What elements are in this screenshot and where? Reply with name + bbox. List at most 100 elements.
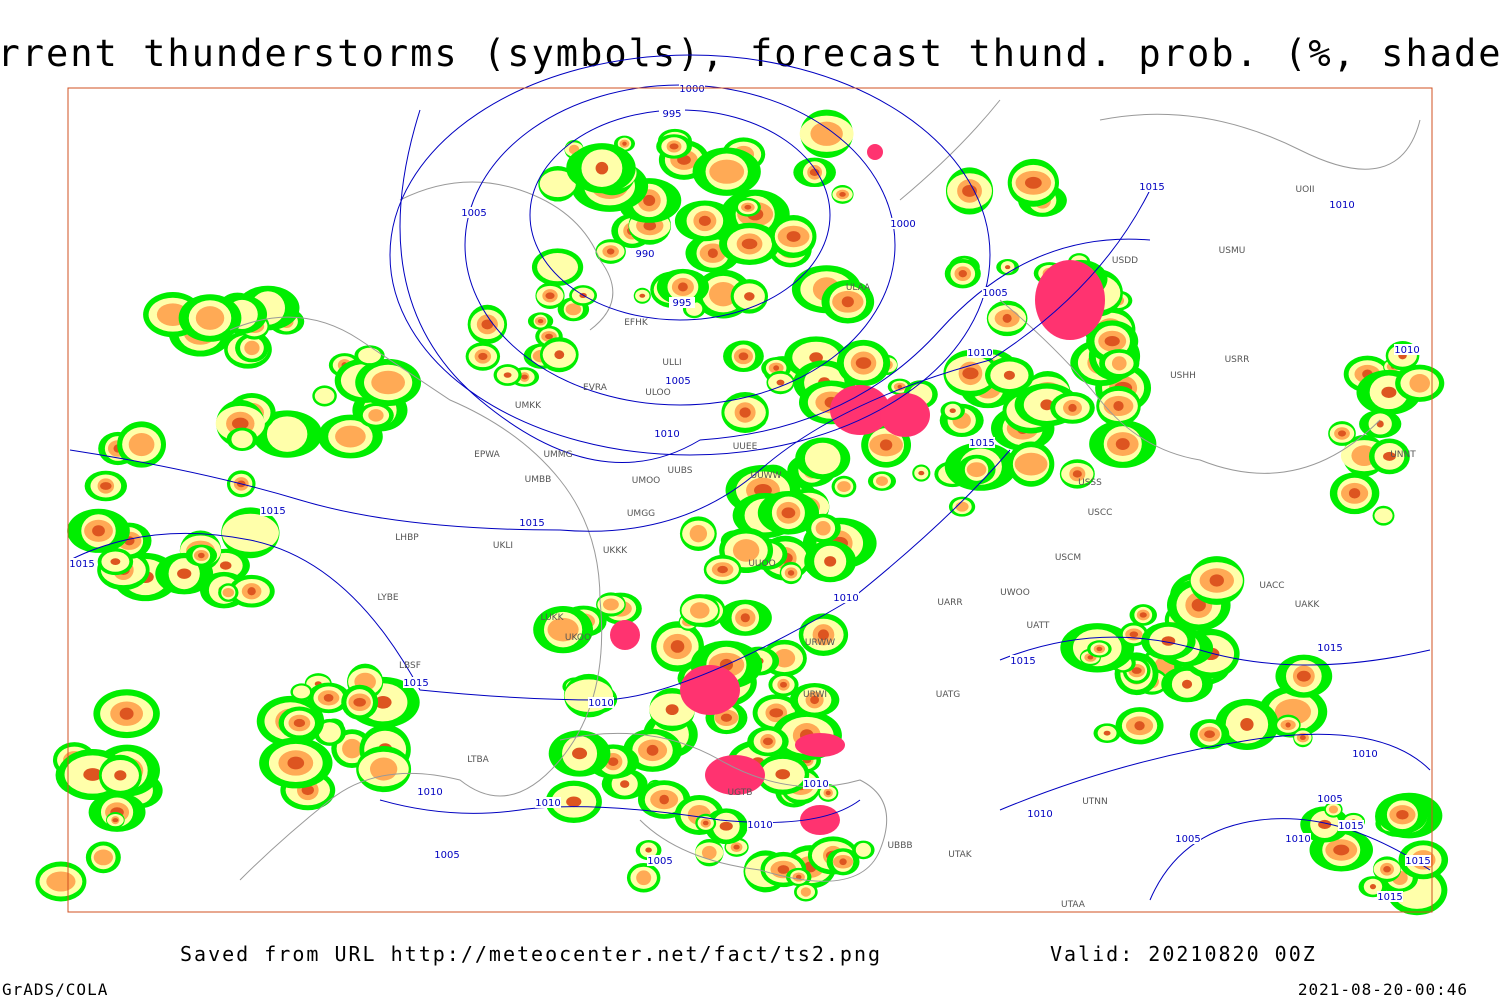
- shade-blob: [955, 501, 969, 512]
- isobar-label-bg: [665, 375, 691, 386]
- isobar-label: 1015: [1010, 656, 1035, 667]
- shade-blob: [112, 818, 119, 823]
- station-label: LBSF: [399, 661, 421, 671]
- station-label: UMKK: [515, 401, 542, 411]
- isobar-label: 1015: [403, 678, 428, 689]
- isobar-label: 1015: [969, 438, 994, 449]
- station-label: LTBA: [467, 755, 489, 765]
- shade-blob: [665, 704, 679, 716]
- isobar-label-bg: [461, 207, 487, 218]
- probability-shading: [35, 109, 1449, 916]
- shade-blob: [1111, 356, 1127, 371]
- isobar-label-bg: [669, 297, 695, 308]
- shade-blob: [119, 707, 134, 720]
- isobar-label: 1015: [1338, 821, 1363, 832]
- shade-blob: [1383, 451, 1396, 461]
- shade-blob: [786, 231, 801, 242]
- shade-blob: [110, 558, 121, 566]
- shade-blob: [875, 476, 888, 486]
- isobar-label-bg: [982, 287, 1008, 298]
- map-frame: [67, 87, 1433, 913]
- shade-blob: [763, 737, 773, 746]
- isobar-label-bg: [647, 855, 673, 866]
- high-prob-area: [795, 733, 845, 757]
- shade-blob: [128, 432, 155, 457]
- shade-blob: [342, 738, 362, 759]
- shade-blob: [839, 858, 847, 866]
- shade-blob: [545, 333, 553, 340]
- isobar-label-bg: [260, 505, 286, 516]
- station-label: UMBB: [525, 475, 552, 485]
- shade-blob: [689, 602, 710, 619]
- shade-blob: [810, 695, 820, 705]
- station-label: LYBE: [377, 593, 398, 603]
- shade-blob: [247, 587, 256, 596]
- shade-blob: [231, 430, 253, 449]
- shade-blob: [779, 681, 787, 688]
- station-label: UTAA: [1061, 900, 1086, 910]
- shade-blob: [1129, 631, 1139, 638]
- station-label: ULAA: [846, 283, 871, 293]
- isobar-label: 1015: [260, 506, 285, 517]
- shade-blob: [800, 887, 811, 897]
- shade-blob: [232, 417, 249, 430]
- station-label: USDD: [1112, 256, 1138, 266]
- station-label: URWI: [803, 690, 827, 700]
- shade-blob: [1068, 403, 1077, 412]
- isobar-label: 1000: [679, 84, 704, 95]
- shade-blob: [879, 439, 893, 451]
- shade-blob: [1002, 313, 1012, 323]
- shade-blob: [646, 744, 659, 756]
- shade-blob: [83, 768, 102, 781]
- shade-blob: [1285, 722, 1291, 728]
- isobar-label: 1010: [417, 787, 442, 798]
- shade-blob: [1296, 670, 1311, 682]
- shade-blob: [1333, 844, 1350, 856]
- shade-blob: [809, 168, 820, 177]
- isobar-label-bg: [519, 517, 545, 528]
- shade-blob: [1369, 884, 1377, 890]
- shade-blob: [114, 770, 127, 781]
- shade-blob: [1381, 386, 1397, 398]
- shade-blob: [1087, 655, 1094, 660]
- shade-blob: [266, 416, 308, 452]
- station-label: UNNT: [1390, 450, 1416, 460]
- shade-blob: [707, 248, 718, 259]
- shade-blob: [781, 507, 796, 519]
- station-label: UAKK: [1295, 600, 1321, 610]
- isobar-label-bg: [1352, 748, 1378, 759]
- shade-blob: [775, 769, 791, 780]
- shade-blob: [1024, 176, 1042, 189]
- isobar-label-bg: [1338, 820, 1364, 831]
- shade-blob: [595, 161, 609, 175]
- shade-blob: [565, 303, 582, 316]
- isobar-label-bg: [967, 347, 993, 358]
- isobar-label-bg: [833, 592, 859, 603]
- station-label: UOII: [1296, 185, 1315, 195]
- shade-blob: [720, 713, 733, 722]
- shade-blob: [1103, 730, 1111, 736]
- isobar-label: 1010: [1352, 749, 1377, 760]
- shade-blob: [776, 379, 785, 386]
- station-label: UKKK: [603, 546, 628, 556]
- isobar-label-bg: [69, 558, 95, 569]
- shade-blob: [93, 849, 113, 866]
- shade-blob: [689, 525, 708, 543]
- shade-blob: [709, 281, 738, 307]
- shade-blob: [918, 470, 925, 476]
- shade-blob: [962, 185, 977, 197]
- shade-blob: [645, 847, 652, 853]
- shade-blob: [698, 215, 711, 226]
- shade-blob: [478, 352, 488, 361]
- shade-blob: [554, 350, 565, 360]
- shade-blob: [810, 121, 843, 146]
- isobar-label: 1015: [1405, 856, 1430, 867]
- shade-blob: [738, 352, 749, 361]
- shade-blob: [1338, 430, 1346, 437]
- shade-blob: [219, 561, 232, 570]
- shade-blob: [1131, 667, 1142, 674]
- shade-blob: [897, 384, 902, 389]
- isobar-label: 1005: [434, 850, 459, 861]
- isobar-label-bg: [803, 778, 829, 789]
